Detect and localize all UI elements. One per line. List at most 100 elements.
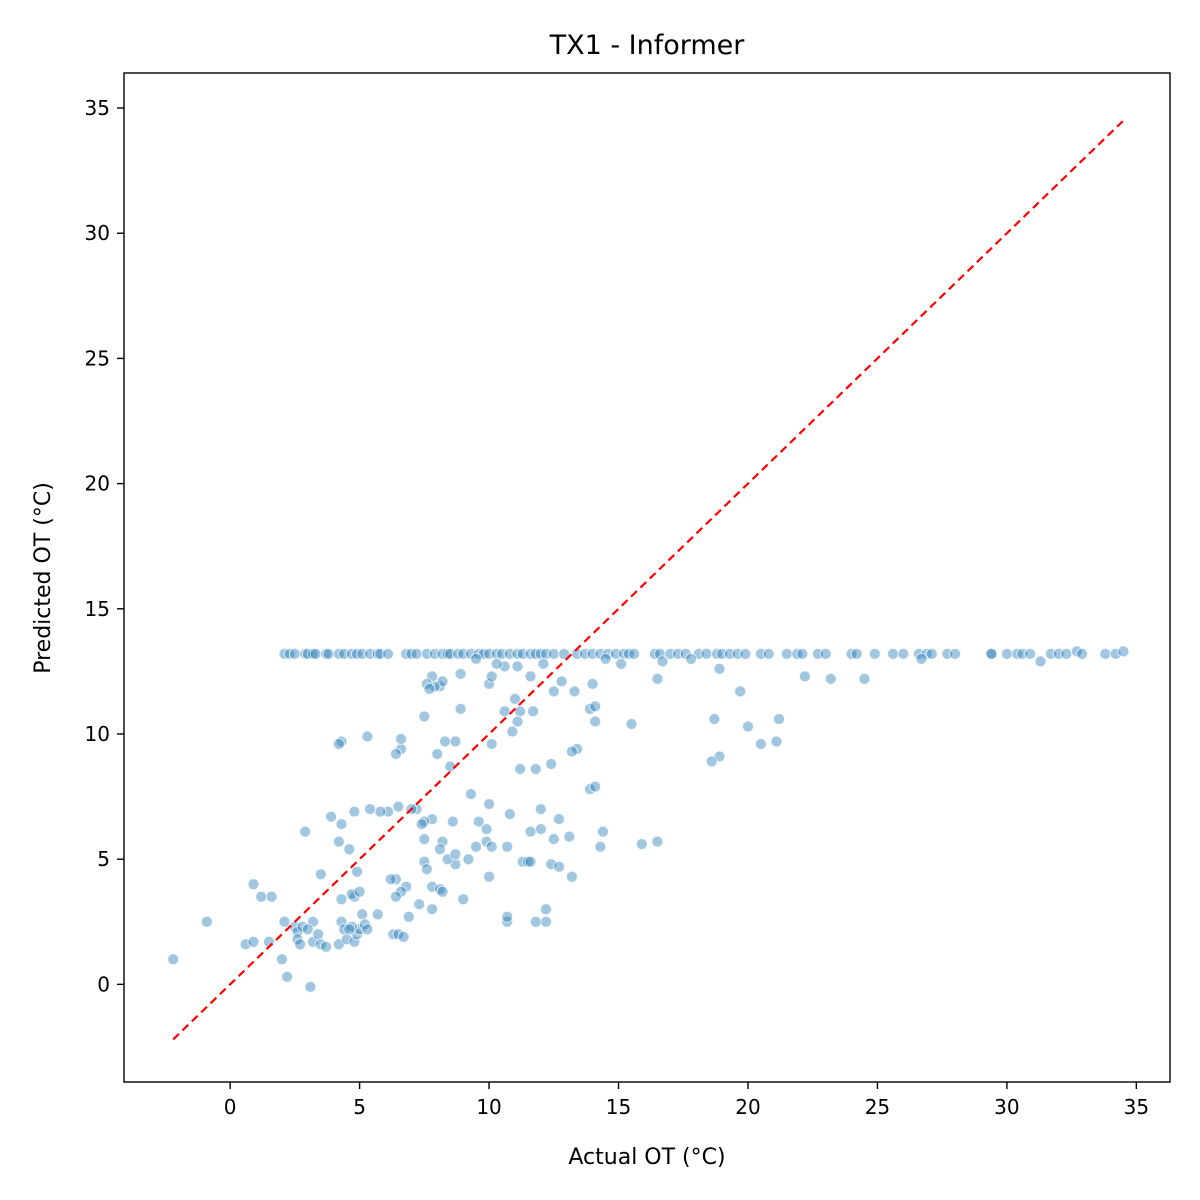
data-point [635,838,648,851]
data-point [685,652,697,665]
y-tick-label: 0 [97,972,110,996]
data-point [625,718,638,730]
data-point [628,647,641,660]
data-point [553,813,565,826]
x-tick-label: 15 [606,1095,631,1119]
data-point [371,908,384,921]
data-point [824,672,837,685]
data-point [555,675,568,688]
data-point [200,915,213,928]
data-point [700,647,713,660]
data-point [897,647,910,660]
data-point [1024,647,1037,660]
data-point [457,893,470,906]
data-point [653,647,666,660]
data-point [433,843,446,856]
data-point [509,692,521,705]
data-point [439,735,451,748]
data-point [651,672,664,685]
data-point [402,910,415,923]
data-point [498,705,511,718]
data-point [389,890,402,903]
data-point [540,903,552,916]
data-point [490,657,503,670]
data-point [320,940,332,953]
data-point [1034,655,1047,668]
data-point [472,815,485,828]
data-point [534,803,547,816]
data-point [1117,645,1130,658]
data-point [431,748,444,760]
data-point [278,915,291,928]
data-point [454,667,467,680]
data-point [483,798,496,811]
data-point [410,647,423,660]
data-point [985,647,998,660]
data-point [739,647,752,660]
data-point [540,915,552,928]
data-point [796,647,809,660]
data-point [436,835,449,848]
data-point [418,855,431,868]
data-point [348,935,361,948]
data-point [446,815,459,828]
data-point [299,825,312,838]
data-point [423,682,436,695]
data-point [553,860,565,873]
data-point [565,870,578,883]
data-point [762,647,775,660]
data-point [514,705,527,718]
data-point [651,835,664,848]
data-point [586,677,599,690]
data-point [708,713,721,725]
data-point [301,923,314,936]
data-point [304,980,317,993]
data-point [798,670,811,683]
data-point [343,843,356,856]
data-point [1000,647,1013,660]
data-point [361,730,374,743]
x-tick-label: 5 [353,1095,366,1119]
data-point [281,970,294,983]
data-point [1060,647,1073,660]
data-point [485,670,498,683]
data-point [511,715,524,728]
data-point [868,647,881,660]
data-point [483,677,496,690]
data-point [1099,647,1112,660]
data-point [265,890,278,903]
data-point [656,655,669,668]
data-point [858,672,871,685]
data-point [545,758,558,770]
data-point [485,738,498,750]
data-point [382,647,395,660]
data-point [418,710,431,723]
data-point [413,898,426,911]
data-point [351,865,363,878]
data-point [511,660,524,673]
y-tick-label: 15 [85,597,110,621]
data-point [915,652,928,665]
y-tick-label: 10 [85,722,110,746]
data-point [547,833,560,846]
data-point [454,702,467,715]
x-tick-label: 0 [224,1095,237,1119]
data-point [294,938,307,951]
data-point [462,853,475,866]
data-point [397,930,410,943]
data-point [563,830,576,843]
data-point [361,923,374,936]
data-point [389,748,402,760]
data-point [420,863,433,876]
data-point [348,805,361,818]
data-point [558,647,571,660]
x-tick-label: 35 [1124,1095,1149,1119]
data-point [470,840,483,853]
plot-frame [123,72,1171,1083]
data-point [384,873,397,886]
x-axis-ticks: 0 5 10 15 20 25 30 35 [224,1082,1149,1119]
data-point [449,848,462,861]
data-point [521,855,534,868]
data-point [247,935,260,948]
